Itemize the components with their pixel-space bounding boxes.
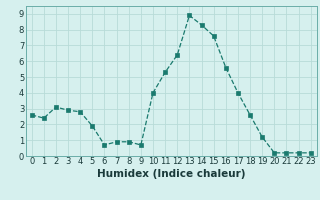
X-axis label: Humidex (Indice chaleur): Humidex (Indice chaleur) (97, 169, 245, 179)
